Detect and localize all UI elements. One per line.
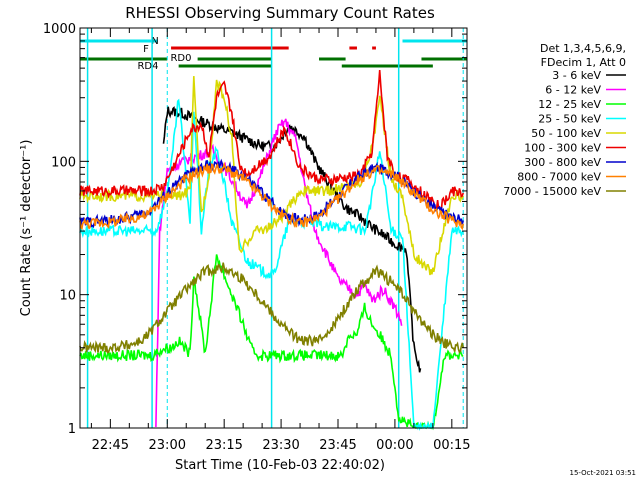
series-line [79,254,464,431]
legend-label: 800 - 7000 keV [517,171,601,184]
legend-label: 12 - 25 keV [538,98,601,111]
flag-label-rd4: RD4 [137,61,158,72]
series-group [79,69,464,213]
series-line [79,161,464,231]
legend-label: 25 - 50 keV [538,113,601,126]
series-group [79,161,464,231]
flag-label-rd0: RD0 [170,53,191,64]
series-line [79,76,464,276]
flag-label-f: F [143,44,149,55]
chart-title: RHESSI Observing Summary Count Rates [125,4,435,22]
legend-label: 3 - 6 keV [552,69,601,82]
series-group [79,98,464,432]
series-group [162,106,422,373]
x-axis-label: Start Time (10-Feb-03 22:40:02) [175,458,385,473]
x-tick-label: 22:45 [92,438,129,453]
flag-label-n: N [151,36,158,47]
y-tick-label: 1000 [43,22,76,37]
x-tick-label: 23:30 [262,438,299,453]
legend-header: Det 1,3,4,5,6,9, [540,42,626,55]
y-tick-label: 1 [68,422,76,437]
legend-label: 100 - 300 keV [524,142,601,155]
legend-label: 7000 - 15000 keV [503,185,601,198]
series-line [79,98,464,432]
series-line [79,69,464,213]
series-line [162,106,422,373]
y-tick-label: 10 [59,289,76,304]
x-tick-label: 23:45 [319,438,356,453]
y-tick-label: 100 [51,155,76,170]
series-group [79,76,464,276]
series-line [79,262,464,354]
plot-frame [79,27,468,429]
x-tick-label: 23:00 [149,438,186,453]
series-group [79,254,464,431]
legend-label: 6 - 12 keV [545,84,601,97]
series-group [79,262,464,354]
legend-header: FDecim 1, Att 0 [541,56,626,69]
legend-label: 50 - 100 keV [531,127,601,140]
timestamp: 15-Oct-2021 03:51 [570,469,636,477]
x-tick-label: 00:15 [433,438,470,453]
y-axis-label: Count Rate (s⁻¹ detector⁻¹) [19,140,34,317]
legend-label: 300 - 800 keV [524,156,601,169]
x-tick-label: 23:15 [205,438,242,453]
x-tick-label: 00:00 [376,438,413,453]
